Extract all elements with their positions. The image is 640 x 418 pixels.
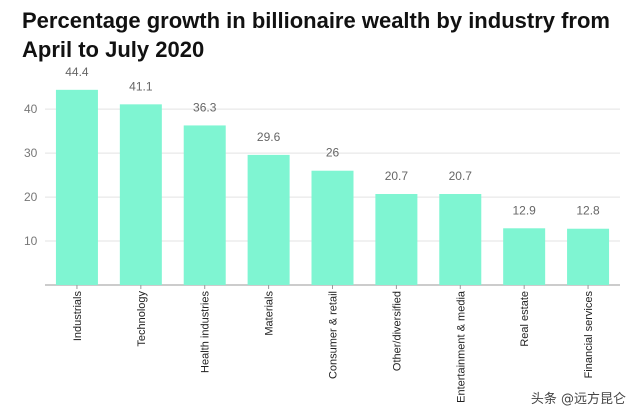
- bar: [119, 104, 162, 285]
- x-tick-label: Health industries: [200, 291, 212, 373]
- data-label: 44.4: [65, 65, 89, 79]
- bar: [503, 228, 546, 285]
- y-tick-label: 30: [24, 146, 38, 160]
- y-tick-label: 20: [24, 190, 38, 204]
- data-label: 26: [326, 146, 340, 160]
- data-label: 36.3: [193, 100, 217, 114]
- y-tick-label: 10: [24, 234, 38, 248]
- data-label: 41.1: [129, 79, 153, 93]
- data-label: 20.7: [449, 169, 473, 183]
- x-tick-label: Entertainment & media: [455, 290, 467, 403]
- y-tick-label: 40: [24, 102, 38, 116]
- data-label: 12.8: [576, 204, 600, 218]
- bar: [247, 154, 290, 285]
- bar: [567, 228, 610, 285]
- watermark: 头条 @远方昆仑: [526, 387, 630, 408]
- x-tick-label: Other/diversified: [391, 291, 403, 371]
- x-tick-label: Technology: [136, 291, 148, 347]
- bar: [55, 89, 98, 285]
- bar: [311, 170, 354, 285]
- bar: [439, 194, 482, 285]
- x-tick-label: Real estate: [519, 291, 531, 347]
- data-label: 12.9: [512, 203, 536, 217]
- x-tick-label: Financial services: [583, 291, 595, 379]
- x-tick-label: Consumer & retail: [328, 291, 340, 379]
- data-label: 20.7: [385, 169, 409, 183]
- data-label: 29.6: [257, 130, 281, 144]
- chart-title: Percentage growth in billionaire wealth …: [22, 8, 610, 62]
- x-tick-label: Industrials: [72, 291, 84, 342]
- bar: [183, 125, 226, 286]
- x-tick-label: Materials: [264, 291, 276, 336]
- bar: [375, 194, 418, 285]
